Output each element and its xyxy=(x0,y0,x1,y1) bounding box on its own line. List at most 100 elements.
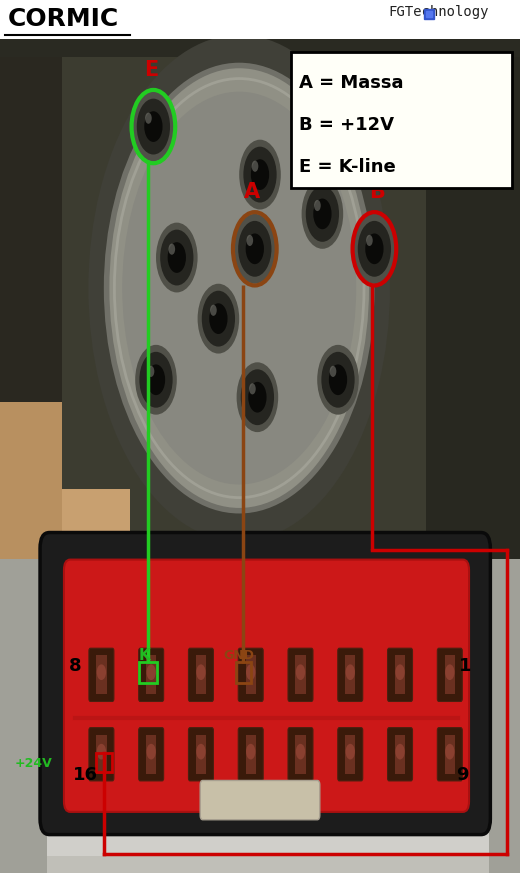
Circle shape xyxy=(346,744,355,760)
Circle shape xyxy=(346,664,355,680)
FancyBboxPatch shape xyxy=(40,533,490,835)
Circle shape xyxy=(302,179,343,249)
Circle shape xyxy=(210,305,217,316)
Text: 16: 16 xyxy=(73,766,98,784)
Circle shape xyxy=(306,186,339,242)
Circle shape xyxy=(97,664,106,680)
Circle shape xyxy=(148,366,154,377)
Text: E = K-line: E = K-line xyxy=(299,158,396,175)
Bar xyxy=(426,57,520,559)
Circle shape xyxy=(88,35,390,541)
Circle shape xyxy=(237,362,278,432)
FancyBboxPatch shape xyxy=(437,648,462,702)
Circle shape xyxy=(251,159,269,190)
Circle shape xyxy=(366,235,373,246)
Circle shape xyxy=(354,214,395,284)
Bar xyxy=(196,655,206,695)
Circle shape xyxy=(246,235,253,246)
Circle shape xyxy=(314,200,321,211)
FancyBboxPatch shape xyxy=(89,648,114,702)
Bar xyxy=(0,489,130,559)
Bar xyxy=(0,39,520,559)
Text: A = Massa: A = Massa xyxy=(299,74,404,92)
Circle shape xyxy=(156,223,198,292)
Circle shape xyxy=(445,664,454,680)
FancyBboxPatch shape xyxy=(338,648,363,702)
Circle shape xyxy=(243,147,277,203)
Text: K: K xyxy=(139,648,150,663)
Circle shape xyxy=(246,664,255,680)
Circle shape xyxy=(145,113,152,124)
Bar xyxy=(489,559,520,873)
Bar xyxy=(395,734,405,773)
FancyBboxPatch shape xyxy=(89,728,114,780)
Circle shape xyxy=(241,369,274,425)
Circle shape xyxy=(209,303,228,334)
FancyBboxPatch shape xyxy=(188,728,213,780)
Circle shape xyxy=(317,345,359,415)
Bar xyxy=(0,57,62,559)
Circle shape xyxy=(296,664,305,680)
FancyBboxPatch shape xyxy=(188,648,213,702)
Bar xyxy=(445,655,455,695)
Circle shape xyxy=(313,198,332,230)
FancyBboxPatch shape xyxy=(338,728,363,780)
Bar xyxy=(62,57,426,559)
Text: 9: 9 xyxy=(457,766,469,784)
Bar xyxy=(295,734,306,773)
Bar xyxy=(0,0,520,39)
Circle shape xyxy=(321,352,355,408)
Circle shape xyxy=(358,221,391,277)
FancyBboxPatch shape xyxy=(387,728,412,780)
Circle shape xyxy=(97,744,106,760)
Bar xyxy=(236,662,251,683)
Circle shape xyxy=(139,352,173,408)
Circle shape xyxy=(196,664,205,680)
Bar xyxy=(395,655,405,695)
Bar xyxy=(245,655,256,695)
Circle shape xyxy=(147,364,165,395)
Circle shape xyxy=(147,744,156,760)
FancyBboxPatch shape xyxy=(238,728,263,780)
Circle shape xyxy=(249,383,256,395)
Text: A: A xyxy=(244,182,261,202)
FancyBboxPatch shape xyxy=(387,648,412,702)
FancyBboxPatch shape xyxy=(64,560,469,812)
Text: B = +12V: B = +12V xyxy=(299,116,394,134)
Circle shape xyxy=(395,744,405,760)
Circle shape xyxy=(137,99,170,155)
Circle shape xyxy=(245,233,264,265)
Bar xyxy=(0,559,520,873)
FancyBboxPatch shape xyxy=(139,728,164,780)
Text: +24V: +24V xyxy=(15,758,52,770)
Bar xyxy=(139,662,157,683)
Bar xyxy=(345,734,356,773)
Bar xyxy=(245,734,256,773)
Bar xyxy=(0,0,520,39)
Bar xyxy=(0,402,62,559)
Circle shape xyxy=(135,345,177,415)
Text: E: E xyxy=(144,60,158,79)
Circle shape xyxy=(365,233,384,265)
Text: 8: 8 xyxy=(69,657,82,675)
FancyBboxPatch shape xyxy=(238,648,263,702)
Circle shape xyxy=(133,92,174,162)
Circle shape xyxy=(246,744,255,760)
Circle shape xyxy=(196,744,205,760)
Circle shape xyxy=(198,284,239,354)
FancyBboxPatch shape xyxy=(437,728,462,780)
Bar xyxy=(146,655,157,695)
Text: CORMIC: CORMIC xyxy=(8,7,119,31)
Circle shape xyxy=(107,65,372,511)
Circle shape xyxy=(144,111,163,142)
FancyBboxPatch shape xyxy=(288,728,313,780)
Text: B: B xyxy=(369,182,385,202)
Circle shape xyxy=(238,221,271,277)
Circle shape xyxy=(202,291,235,347)
Circle shape xyxy=(329,364,347,395)
FancyBboxPatch shape xyxy=(288,648,313,702)
Bar xyxy=(196,734,206,773)
Circle shape xyxy=(248,382,267,413)
Circle shape xyxy=(167,242,186,273)
Text: 1: 1 xyxy=(459,657,472,675)
